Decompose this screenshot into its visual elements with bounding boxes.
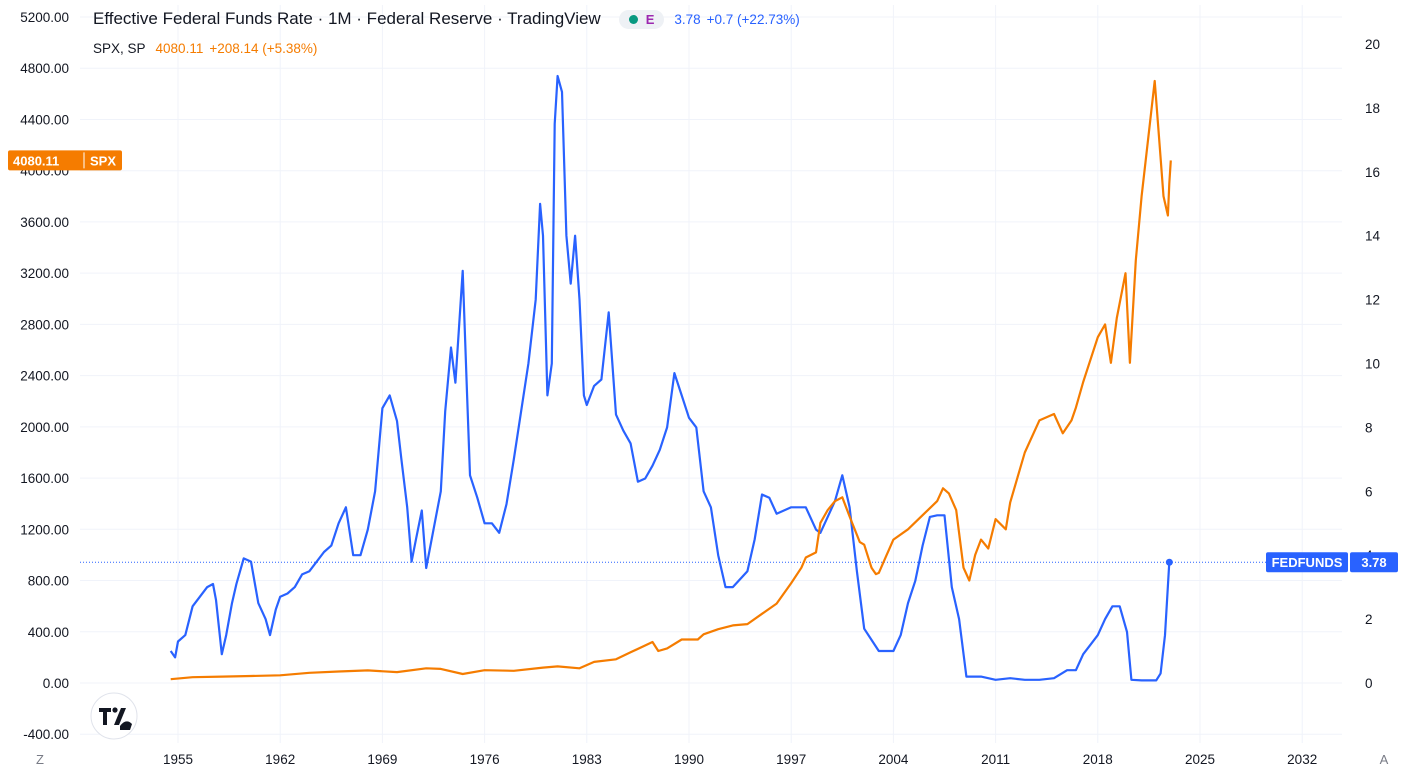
series-line-spx[interactable] (170, 79, 1172, 681)
spx-price-badge[interactable]: 4080.11 SPX (8, 150, 122, 171)
fedfunds-axis-tick: 18 (1365, 101, 1380, 116)
fedfunds-change: +0.7 (+22.73%) (706, 11, 800, 27)
time-axis-tick: 2004 (878, 752, 909, 767)
series-layer (169, 74, 1173, 682)
spx-axis-tick: 4800.00 (20, 61, 69, 76)
time-axis-tick: 2032 (1287, 752, 1317, 767)
fedfunds-axis-tick: 10 (1365, 357, 1380, 372)
spx-last-value: 4080.11 (155, 40, 204, 56)
time-axis-tick: 1983 (572, 752, 602, 767)
legend-spx-row[interactable]: SPX, SP 4080.11 +208.14 (+5.38%) (93, 38, 317, 58)
fedfunds-last-value: 3.78 (674, 11, 701, 27)
spx-axis-tick: 3600.00 (20, 215, 69, 230)
spx-axis-tick: 5200.00 (20, 10, 69, 25)
fedfunds-axis-tick: 2 (1365, 612, 1373, 627)
time-axis-tick: 1969 (367, 752, 397, 767)
tradingview-logo-icon[interactable] (90, 692, 138, 740)
spx-badge-value: 4080.11 (13, 153, 59, 168)
time-axis-tick: 2025 (1185, 752, 1215, 767)
timezone-toggle[interactable]: Z (36, 752, 44, 767)
time-axis-tick: 2018 (1083, 752, 1113, 767)
fedfunds-axis-tick: 6 (1365, 484, 1373, 499)
spx-axis-tick: 1200.00 (20, 522, 69, 537)
fedfunds-last-point[interactable] (1165, 558, 1173, 566)
fedfunds-price-badge[interactable]: FEDFUNDS 3.78 (1266, 552, 1398, 573)
spx-axis-tick: -400.00 (23, 727, 69, 742)
fedfunds-axis-tick: 16 (1365, 165, 1380, 180)
spx-change: +208.14 (+5.38%) (209, 40, 318, 56)
time-axis-tick: 1976 (470, 752, 500, 767)
time-axis-tick: 1997 (776, 752, 806, 767)
time-axis-tick: 2011 (981, 752, 1010, 767)
fedfunds-badge-symbol: FEDFUNDS (1272, 555, 1343, 570)
fedfunds-badge-value: 3.78 (1361, 555, 1386, 570)
spx-axis-tick: 800.00 (28, 574, 69, 589)
fedfunds-axis-tick: 0 (1365, 676, 1373, 691)
spx-axis-tick: 0.00 (43, 676, 69, 691)
spx-axis-tick: 400.00 (28, 625, 69, 640)
spx-price-axis[interactable]: -400.00 0.00 400.00 800.00 1200.00 1600.00 200… (20, 10, 69, 742)
spx-axis-tick: 2400.00 (20, 369, 69, 384)
spx-axis-tick: 4400.00 (20, 112, 69, 127)
series-line-fedfunds[interactable] (169, 74, 1171, 682)
time-axis-tick: 1955 (163, 752, 193, 767)
legend-title-row: Effective Federal Funds Rate · 1M · Fede… (93, 6, 800, 32)
spx-axis-tick: 2800.00 (20, 317, 69, 332)
pill-label: E (645, 11, 655, 27)
time-axis[interactable]: 1955 1962 1969 1976 1983 1990 1997 2004 2011 2018… (163, 752, 1317, 767)
fedfunds-axis-tick: 8 (1365, 420, 1373, 435)
spx-axis-tick: 1600.00 (20, 471, 69, 486)
auto-scale-toggle[interactable]: A (1380, 752, 1389, 767)
spx-axis-tick: 3200.00 (20, 266, 69, 281)
spx-badge-symbol: SPX (90, 153, 116, 168)
fedfunds-price-axis[interactable]: 02468101214161820 (1365, 37, 1381, 691)
fedfunds-axis-tick: 12 (1365, 293, 1380, 308)
time-axis-tick: 1962 (265, 752, 295, 767)
fedfunds-axis-tick: 14 (1365, 229, 1381, 244)
chart-grid (80, 5, 1342, 743)
fedfunds-axis-tick: 20 (1365, 37, 1380, 52)
event-pill[interactable]: E (618, 9, 665, 29)
spx-symbol-label: SPX, SP (93, 40, 146, 56)
status-dot-icon (628, 14, 638, 24)
chart-title: Effective Federal Funds Rate · 1M · Fede… (93, 9, 601, 28)
spx-axis-tick: 2000.00 (20, 420, 69, 435)
time-axis-tick: 1990 (674, 752, 704, 767)
